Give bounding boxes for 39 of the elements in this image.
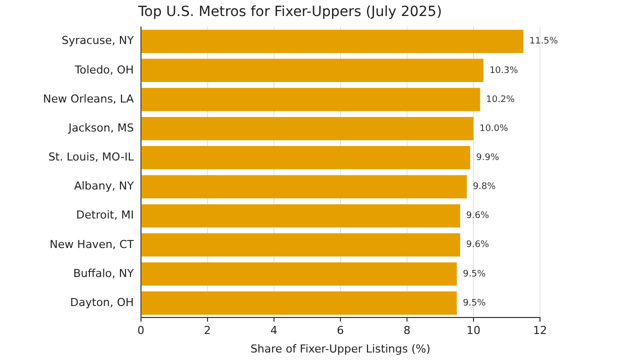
data-label: 9.8% bbox=[472, 182, 496, 192]
data-label: 10.0% bbox=[479, 124, 509, 134]
data-label: 9.5% bbox=[462, 298, 486, 308]
y-tick-label: Toledo, OH bbox=[74, 63, 134, 76]
bar bbox=[141, 262, 457, 286]
data-label: 9.5% bbox=[462, 269, 486, 280]
y-tick-label: St. Louis, MO-IL bbox=[48, 150, 135, 164]
x-tick-label: 12 bbox=[533, 324, 547, 338]
y-tick-label: New Orleans, LA bbox=[42, 92, 134, 106]
data-label: 10.2% bbox=[486, 94, 516, 105]
y-tick-label: Syracuse, NY bbox=[62, 34, 134, 48]
x-tick-label: 10 bbox=[466, 324, 480, 338]
data-label: 9.9% bbox=[476, 153, 500, 164]
bar bbox=[141, 233, 460, 257]
bar bbox=[141, 88, 480, 112]
bar bbox=[141, 175, 467, 198]
x-axis-title: Share of Fixer-Upper Listings (%) bbox=[250, 342, 430, 356]
x-tick-label: 2 bbox=[204, 324, 211, 338]
x-tick-label: 0 bbox=[137, 324, 144, 338]
chart-title: Top U.S. Metros for Fixer-Uppers (July 2025) bbox=[137, 4, 442, 20]
y-tick-label: Buffalo, NY bbox=[73, 266, 134, 280]
bar bbox=[141, 291, 457, 315]
y-tick-label: Albany, NY bbox=[74, 180, 134, 193]
y-tick-label: Detroit, MI bbox=[76, 208, 134, 222]
data-label: 10.3% bbox=[489, 66, 518, 76]
bar bbox=[141, 116, 474, 140]
data-label: 11.5% bbox=[529, 36, 558, 47]
x-tick-label: 4 bbox=[270, 324, 278, 338]
y-tick-label: Jackson, MS bbox=[68, 121, 134, 134]
x-tick-label: 6 bbox=[336, 324, 344, 338]
bar bbox=[141, 146, 470, 170]
y-tick-label: New Haven, CT bbox=[50, 238, 134, 251]
data-label: 9.6% bbox=[466, 211, 490, 222]
bar bbox=[141, 204, 460, 228]
x-tick-label: 8 bbox=[403, 324, 410, 338]
data-label: 9.6% bbox=[466, 240, 490, 250]
bar bbox=[141, 58, 484, 82]
bar bbox=[141, 30, 524, 53]
y-tick-label: Dayton, OH bbox=[70, 296, 134, 309]
